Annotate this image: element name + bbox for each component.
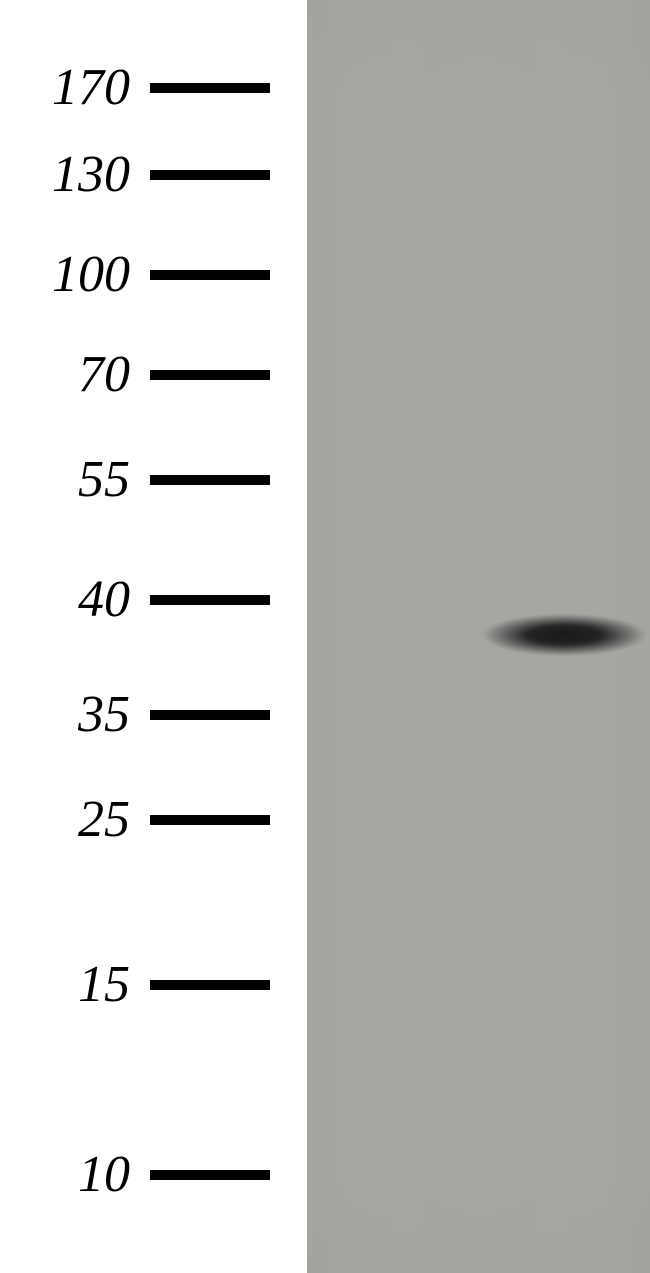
mw-marker-40: 40 bbox=[0, 574, 300, 626]
mw-label: 10 bbox=[0, 1149, 150, 1201]
mw-label: 130 bbox=[0, 149, 150, 201]
mw-label: 15 bbox=[0, 959, 150, 1011]
mw-marker-130: 130 bbox=[0, 149, 300, 201]
blot-membrane bbox=[307, 0, 650, 1273]
mw-tick bbox=[150, 1170, 270, 1180]
mw-marker-15: 15 bbox=[0, 959, 300, 1011]
mw-tick bbox=[150, 270, 270, 280]
mw-tick bbox=[150, 370, 270, 380]
mw-label: 40 bbox=[0, 574, 150, 626]
mw-marker-170: 170 bbox=[0, 62, 300, 114]
molecular-weight-ladder: 170 130 100 70 55 40 35 25 15 10 bbox=[0, 0, 300, 1273]
mw-label: 55 bbox=[0, 454, 150, 506]
western-blot-figure: 170 130 100 70 55 40 35 25 15 10 bbox=[0, 0, 650, 1273]
mw-marker-25: 25 bbox=[0, 794, 300, 846]
mw-marker-100: 100 bbox=[0, 249, 300, 301]
mw-marker-55: 55 bbox=[0, 454, 300, 506]
mw-label: 70 bbox=[0, 349, 150, 401]
lane-2-sample bbox=[482, 0, 647, 1273]
mw-marker-70: 70 bbox=[0, 349, 300, 401]
mw-tick bbox=[150, 815, 270, 825]
mw-tick bbox=[150, 475, 270, 485]
mw-label: 100 bbox=[0, 249, 150, 301]
mw-label: 35 bbox=[0, 689, 150, 741]
mw-tick bbox=[150, 710, 270, 720]
mw-marker-35: 35 bbox=[0, 689, 300, 741]
mw-tick bbox=[150, 980, 270, 990]
protein-band-38kda bbox=[482, 614, 647, 656]
mw-tick bbox=[150, 595, 270, 605]
lane-1-control bbox=[325, 0, 475, 1273]
mw-label: 170 bbox=[0, 62, 150, 114]
mw-marker-10: 10 bbox=[0, 1149, 300, 1201]
mw-label: 25 bbox=[0, 794, 150, 846]
mw-tick bbox=[150, 170, 270, 180]
mw-tick bbox=[150, 83, 270, 93]
